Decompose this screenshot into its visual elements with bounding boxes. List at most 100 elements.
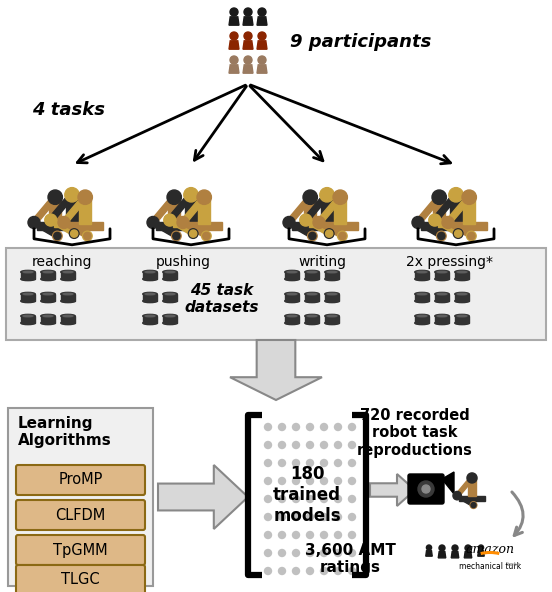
Text: 180
trained
models: 180 trained models <box>273 465 341 525</box>
Circle shape <box>264 442 272 449</box>
Ellipse shape <box>23 315 33 317</box>
Polygon shape <box>182 220 208 238</box>
Ellipse shape <box>327 271 337 273</box>
Circle shape <box>462 190 476 204</box>
Ellipse shape <box>305 292 319 295</box>
Ellipse shape <box>145 315 155 317</box>
Ellipse shape <box>287 315 297 317</box>
Ellipse shape <box>41 278 55 281</box>
Bar <box>143 294 157 301</box>
Polygon shape <box>229 41 239 49</box>
Circle shape <box>335 513 342 520</box>
Ellipse shape <box>435 314 449 318</box>
Ellipse shape <box>417 315 427 317</box>
Text: pushing: pushing <box>156 255 210 269</box>
Circle shape <box>293 532 300 539</box>
Circle shape <box>244 8 252 16</box>
Bar <box>321 195 333 221</box>
Ellipse shape <box>307 293 317 295</box>
Ellipse shape <box>287 271 297 273</box>
Ellipse shape <box>163 314 177 318</box>
Circle shape <box>335 568 342 574</box>
Text: writing: writing <box>298 255 346 269</box>
Circle shape <box>321 549 327 556</box>
Ellipse shape <box>305 271 319 274</box>
Bar <box>66 195 78 221</box>
Circle shape <box>454 230 462 237</box>
Text: 45 task
datasets: 45 task datasets <box>185 283 259 316</box>
Circle shape <box>326 230 333 237</box>
Ellipse shape <box>163 300 177 303</box>
Polygon shape <box>49 193 75 222</box>
Circle shape <box>258 56 266 64</box>
Circle shape <box>230 32 238 40</box>
Circle shape <box>45 214 57 226</box>
Bar <box>435 316 449 323</box>
Polygon shape <box>455 477 474 497</box>
Ellipse shape <box>305 314 319 318</box>
Ellipse shape <box>437 315 447 317</box>
Circle shape <box>78 190 92 204</box>
Ellipse shape <box>41 292 55 295</box>
Polygon shape <box>447 220 473 238</box>
Circle shape <box>279 532 285 539</box>
Polygon shape <box>370 474 415 506</box>
Bar <box>421 223 457 230</box>
Circle shape <box>244 32 252 40</box>
Circle shape <box>279 459 285 466</box>
Circle shape <box>339 233 346 240</box>
Polygon shape <box>442 472 454 494</box>
Bar <box>163 294 177 301</box>
Circle shape <box>313 217 325 229</box>
Ellipse shape <box>143 271 157 274</box>
Polygon shape <box>181 195 206 224</box>
FancyBboxPatch shape <box>16 535 145 565</box>
Ellipse shape <box>327 293 337 295</box>
Circle shape <box>264 532 272 539</box>
Polygon shape <box>318 220 343 238</box>
Circle shape <box>258 8 266 16</box>
Ellipse shape <box>285 300 299 303</box>
Polygon shape <box>257 41 267 49</box>
Circle shape <box>479 545 484 550</box>
Polygon shape <box>243 17 253 25</box>
Bar <box>156 223 192 230</box>
Circle shape <box>293 513 300 520</box>
Circle shape <box>293 459 300 466</box>
Bar <box>21 316 35 323</box>
Text: CLFDM: CLFDM <box>55 507 105 523</box>
Circle shape <box>54 233 61 240</box>
Ellipse shape <box>415 271 429 274</box>
Circle shape <box>264 459 272 466</box>
Ellipse shape <box>43 271 53 273</box>
Bar <box>325 316 339 323</box>
Text: ProMP: ProMP <box>59 472 103 487</box>
Polygon shape <box>63 220 88 238</box>
Text: amazon: amazon <box>465 543 514 556</box>
Ellipse shape <box>307 315 317 317</box>
Circle shape <box>306 459 314 466</box>
Ellipse shape <box>417 293 427 295</box>
Circle shape <box>432 190 447 204</box>
Circle shape <box>466 231 476 241</box>
Bar <box>41 272 55 279</box>
Ellipse shape <box>63 293 73 295</box>
Circle shape <box>279 549 285 556</box>
Ellipse shape <box>163 292 177 295</box>
Circle shape <box>418 481 434 497</box>
Bar <box>468 478 476 497</box>
Circle shape <box>293 568 300 574</box>
Ellipse shape <box>23 293 33 295</box>
Ellipse shape <box>417 271 427 273</box>
Polygon shape <box>451 552 459 558</box>
Polygon shape <box>229 17 239 25</box>
Polygon shape <box>168 218 194 236</box>
Circle shape <box>264 568 272 574</box>
Ellipse shape <box>165 271 175 273</box>
Ellipse shape <box>285 271 299 274</box>
Polygon shape <box>432 193 458 222</box>
Ellipse shape <box>145 293 155 295</box>
Ellipse shape <box>41 314 55 318</box>
Circle shape <box>279 423 285 430</box>
Text: 3,600 AMT
ratings: 3,600 AMT ratings <box>305 543 395 575</box>
